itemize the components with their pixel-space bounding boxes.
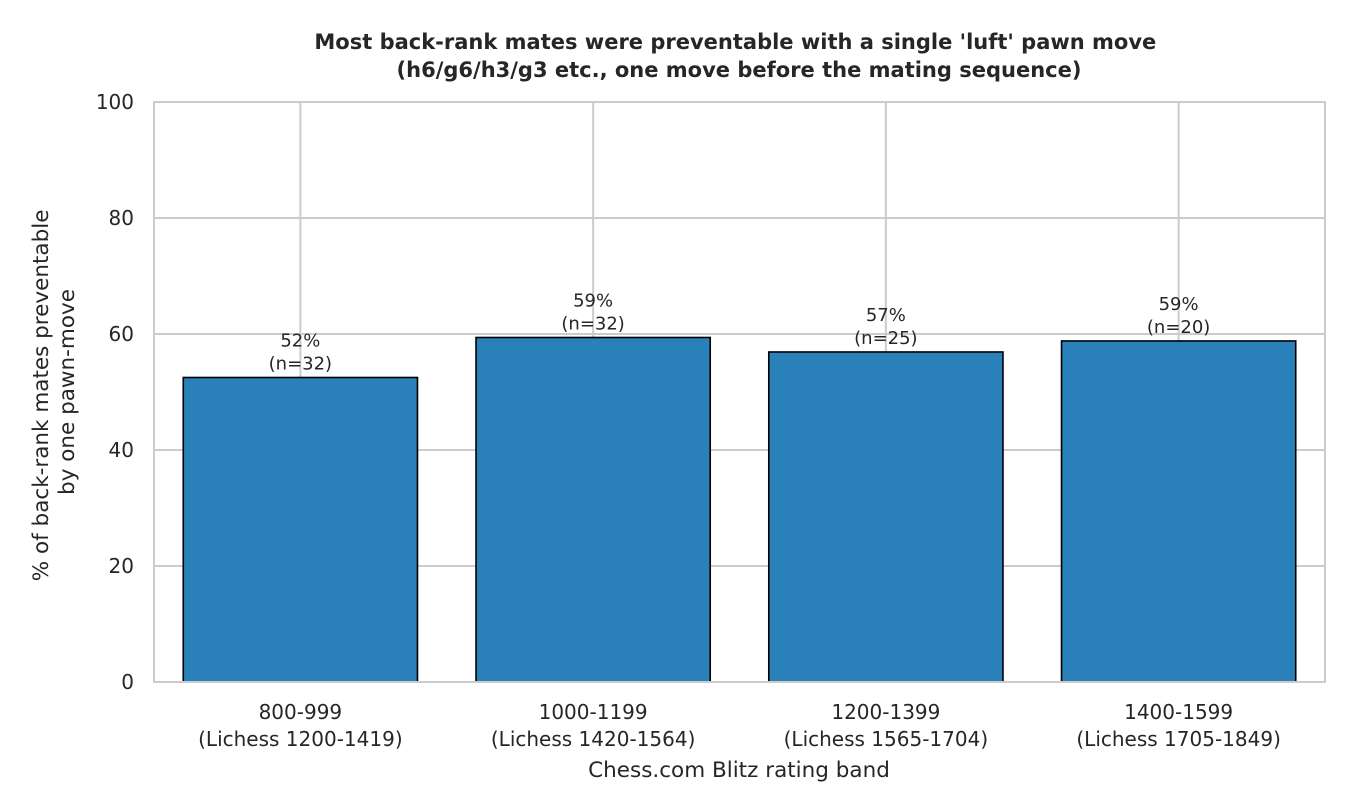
- bar: [182, 376, 419, 683]
- x-tick-label-line: (Lichess 1705-1849): [1076, 727, 1281, 751]
- y-tick-label: 100: [96, 90, 134, 114]
- y-axis-label-line-1: % of back-rank mates preventable: [29, 210, 54, 582]
- plot-frame: [153, 101, 1326, 683]
- x-tick-label-line: 1400-1599: [1124, 700, 1233, 724]
- y-tick-label: 80: [109, 206, 134, 230]
- x-tick-label-line: 1200-1399: [831, 700, 940, 724]
- x-tick-label-line: (Lichess 1420-1564): [491, 727, 696, 751]
- bar-data-label-line: (n=32): [269, 354, 332, 375]
- x-tick-label: 1200-1399 (Lichess 1565-1704): [784, 700, 989, 751]
- bar: [767, 351, 1004, 683]
- bar: [1060, 340, 1297, 683]
- x-tick-label-line: 1000-1199: [539, 700, 648, 724]
- bar: [475, 336, 712, 683]
- y-axis-label-line-2: by one pawn-move: [55, 289, 80, 495]
- x-tick-label: 800-999 (Lichess 1200-1419): [198, 700, 403, 751]
- bars: [182, 336, 1297, 683]
- y-tick-label: 20: [109, 554, 134, 578]
- chart-title-line-2: (h6/g6/h3/g3 etc., one move before the m…: [397, 58, 1082, 82]
- x-tick-label: 1000-1199 (Lichess 1420-1564): [491, 700, 696, 751]
- y-tick-label: 60: [109, 322, 134, 346]
- x-tick-labels: 800-999 (Lichess 1200-1419) 1000-1199 (Lich…: [198, 700, 1281, 751]
- bar-data-label: 59% (n=32): [561, 290, 624, 334]
- x-tick-label: 1400-1599 (Lichess 1705-1849): [1076, 700, 1281, 751]
- y-tick-labels: 0 20 40 60 80 100: [96, 90, 134, 694]
- bar-data-label-line: 57%: [866, 305, 906, 326]
- y-axis-label: % of back-rank mates preventable by one …: [29, 203, 80, 582]
- chart-title-line-1: Most back-rank mates were preventable wi…: [314, 30, 1156, 54]
- x-tick-label-line: (Lichess 1200-1419): [198, 727, 403, 751]
- y-tick-label: 40: [109, 438, 134, 462]
- x-tick-label-line: 800-999: [259, 700, 343, 724]
- bar-data-label: 59% (n=20): [1147, 294, 1210, 338]
- bar-data-label-line: (n=25): [854, 328, 917, 349]
- bar-data-label-line: (n=20): [1147, 317, 1210, 338]
- bar-data-label-line: 52%: [280, 331, 320, 352]
- y-tick-label: 0: [121, 670, 134, 694]
- bar-data-label-line: 59%: [1159, 294, 1199, 315]
- x-axis-label: Chess.com Blitz rating band: [588, 758, 890, 783]
- bar-data-label-line: 59%: [573, 290, 613, 311]
- data-labels: 52% (n=32)59% (n=32) 57% (n=25)59% (n=20): [269, 290, 1211, 374]
- bar-data-label-line: (n=32): [561, 313, 624, 334]
- chart-title: Most back-rank mates were preventable wi…: [314, 30, 1163, 82]
- x-tick-label-line: (Lichess 1565-1704): [784, 727, 989, 751]
- bar-data-label: 57% (n=25): [854, 305, 917, 349]
- bar-data-label: 52% (n=32): [269, 331, 332, 375]
